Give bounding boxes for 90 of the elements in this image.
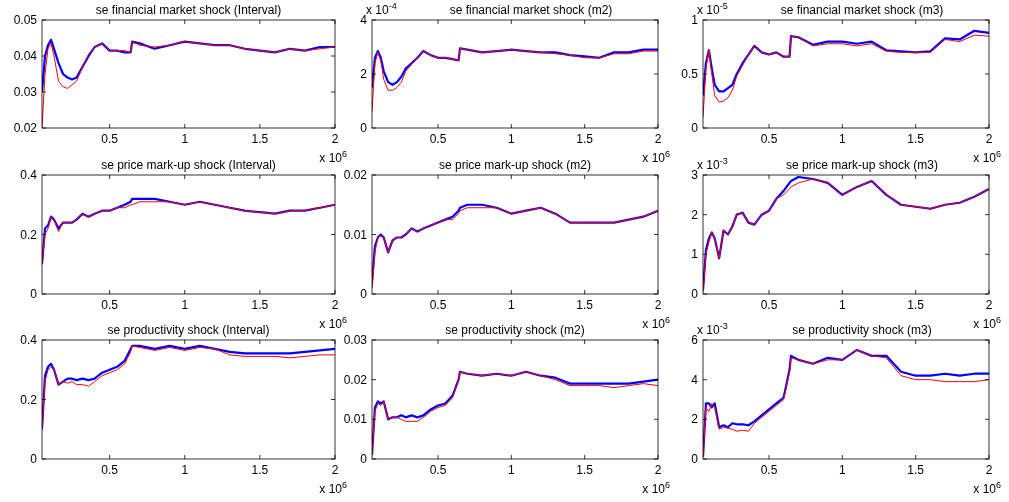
x-tick-label: 0.5 bbox=[101, 298, 119, 312]
x-tick-label: 0.5 bbox=[429, 298, 447, 312]
x-axis-title: x 10$^{6}$ bbox=[642, 480, 670, 496]
chart-title: se price mark-up shock (m2) bbox=[438, 158, 592, 172]
y-tick-label: 4 bbox=[360, 13, 368, 27]
x-tick-label: 2 bbox=[654, 463, 662, 477]
x-axis-title: x 10$^{6}$ bbox=[319, 315, 347, 331]
x-axis-title: x 10$^{6}$ bbox=[319, 480, 347, 496]
y-tick-label: 0 bbox=[691, 452, 699, 466]
y-tick-label: 1 bbox=[691, 247, 699, 262]
y-tick-label: 6 bbox=[691, 333, 699, 347]
y-tick-label: 0.02 bbox=[343, 372, 368, 387]
y-tick-label: 0 bbox=[691, 287, 699, 301]
y-tick-label: 1 bbox=[691, 13, 699, 27]
y-tick-label: 0.03 bbox=[13, 85, 38, 99]
x-tick-label: 1.5 bbox=[907, 298, 925, 312]
x-tick-label: 1.5 bbox=[907, 132, 925, 146]
y-tick-label: 0 bbox=[30, 452, 38, 466]
x-axis-title: x 10$^{6}$ bbox=[973, 480, 1001, 496]
x-tick-label: 1 bbox=[838, 298, 846, 312]
x-tick-label: 2 bbox=[985, 463, 993, 477]
chart-title: se productivity shock (m2) bbox=[445, 323, 585, 337]
x-tick-label: 1.5 bbox=[907, 463, 925, 477]
x-tick-label: 2 bbox=[985, 132, 993, 146]
chart-title: se financial market shock (m2) bbox=[449, 3, 613, 17]
x-tick-label: 1 bbox=[507, 463, 515, 477]
x-tick-label: 0.5 bbox=[101, 463, 119, 477]
y-tick-label: 0.01 bbox=[343, 227, 368, 242]
x-tick-label: 2 bbox=[331, 298, 339, 312]
y-tick-label: 2 bbox=[360, 67, 368, 81]
y-tick-label: 0.5 bbox=[681, 67, 699, 81]
x-tick-label: 0.5 bbox=[101, 132, 119, 146]
x-tick-label: 2 bbox=[331, 132, 339, 146]
y-tick-label: 0 bbox=[691, 121, 699, 135]
x-tick-label: 2 bbox=[331, 463, 339, 477]
x-tick-label: 1 bbox=[507, 298, 515, 312]
y-tick-label: 0.02 bbox=[13, 121, 38, 135]
x-tick-label: 0.5 bbox=[760, 132, 778, 146]
chart-title: se financial market shock (m3) bbox=[780, 3, 944, 17]
x-tick-label: 1.5 bbox=[576, 298, 594, 312]
y-tick-label: 0 bbox=[360, 287, 368, 301]
chart-title: se price mark-up shock (Interval) bbox=[101, 158, 276, 172]
x-tick-label: 1 bbox=[181, 463, 189, 477]
x-axis-title: x 10$^{6}$ bbox=[319, 149, 347, 165]
x-tick-label: 1.5 bbox=[251, 298, 269, 312]
y-tick-label: 0 bbox=[30, 287, 38, 301]
x-axis-title: x 10$^{6}$ bbox=[973, 315, 1001, 331]
line-series bbox=[372, 47, 658, 89]
x-tick-label: 1 bbox=[838, 132, 846, 146]
chart-title: se price mark-up shock (m3) bbox=[785, 158, 939, 172]
y-tick-label: 0.4 bbox=[20, 333, 38, 347]
x-tick-label: 0.5 bbox=[429, 463, 447, 477]
y-tick-label: 4 bbox=[691, 372, 699, 387]
y-tick-label: 0 bbox=[360, 121, 368, 135]
x-tick-label: 2 bbox=[654, 298, 662, 312]
x-tick-label: 1 bbox=[507, 132, 515, 146]
y-axis-title: x 10$^{-4}$ bbox=[366, 1, 397, 17]
y-axis-title: x 10$^{-5}$ bbox=[697, 1, 728, 17]
y-tick-label: 0.04 bbox=[13, 49, 38, 63]
y-tick-label: 0.01 bbox=[343, 412, 368, 427]
y-tick-label: 2 bbox=[691, 207, 699, 222]
x-tick-label: 1.5 bbox=[576, 132, 594, 146]
y-tick-label: 3 bbox=[691, 168, 699, 182]
x-tick-label: 1 bbox=[181, 298, 189, 312]
chart-title: se productivity shock (m3) bbox=[792, 323, 932, 337]
y-tick-label: 0.02 bbox=[343, 168, 368, 182]
x-tick-label: 2 bbox=[654, 132, 662, 146]
x-tick-label: 0.5 bbox=[760, 463, 778, 477]
chart-title: se productivity shock (Interval) bbox=[107, 323, 270, 337]
x-tick-label: 1 bbox=[181, 132, 189, 146]
y-tick-label: 0.4 bbox=[20, 168, 38, 182]
y-axis-title: x 10$^{-3}$ bbox=[697, 156, 728, 172]
x-axis-title: x 10$^{6}$ bbox=[642, 315, 670, 331]
y-axis-title: x 10$^{-3}$ bbox=[697, 321, 728, 337]
y-tick-label: 0 bbox=[360, 452, 368, 466]
x-tick-label: 1 bbox=[838, 463, 846, 477]
chart-title: se financial market shock (Interval) bbox=[95, 3, 282, 17]
x-tick-label: 2 bbox=[985, 298, 993, 312]
y-tick-label: 2 bbox=[691, 412, 699, 427]
x-tick-label: 1.5 bbox=[576, 463, 594, 477]
x-axis-title: x 10$^{6}$ bbox=[973, 149, 1001, 165]
x-tick-label: 0.5 bbox=[429, 132, 447, 146]
y-tick-label: 0.05 bbox=[13, 13, 38, 27]
x-axis-title: x 10$^{6}$ bbox=[642, 149, 670, 165]
x-tick-label: 1.5 bbox=[251, 132, 269, 146]
y-tick-label: 0.03 bbox=[343, 333, 368, 347]
y-tick-label: 0.2 bbox=[20, 392, 38, 407]
y-tick-label: 0.2 bbox=[20, 227, 38, 242]
x-tick-label: 0.5 bbox=[760, 298, 778, 312]
x-tick-label: 1.5 bbox=[251, 463, 269, 477]
